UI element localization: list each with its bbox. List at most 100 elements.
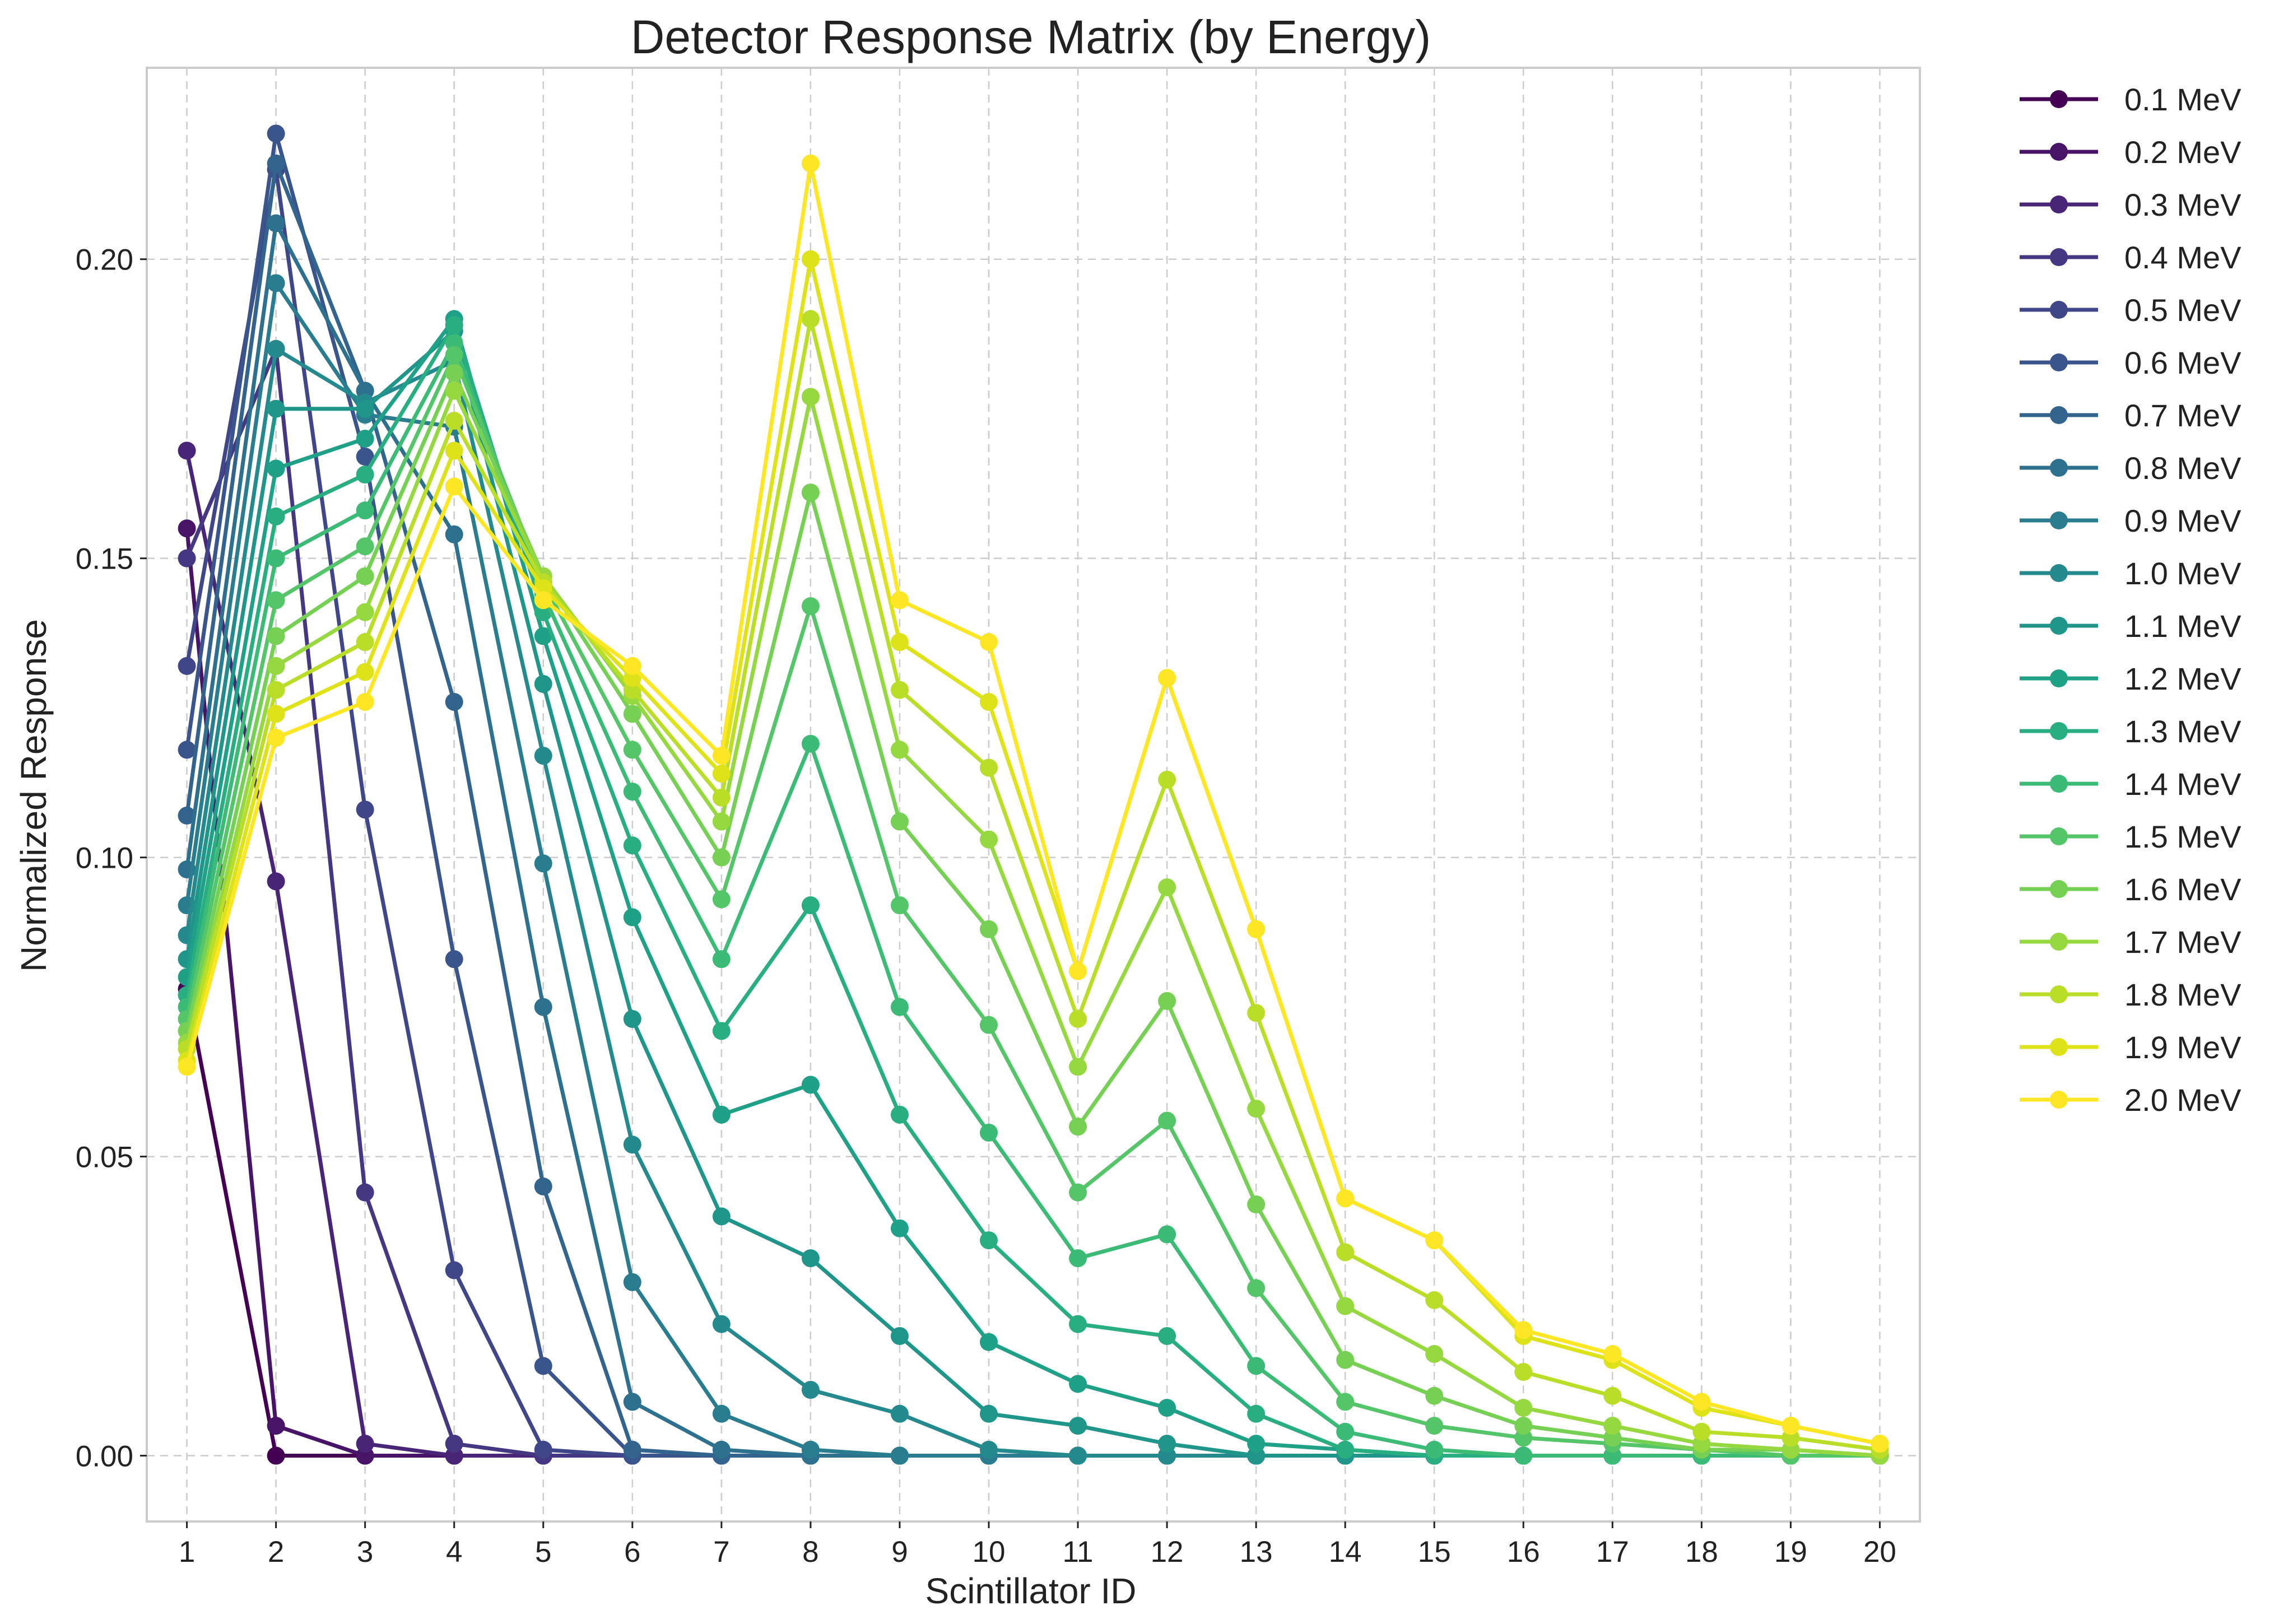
x-tick-label: 1 — [179, 1535, 195, 1569]
data-point — [801, 388, 820, 406]
data-point — [712, 788, 731, 807]
legend-item: 1.0 MeV — [2020, 556, 2241, 591]
series-line — [185, 161, 1881, 1446]
data-point — [356, 537, 374, 556]
legend-label: 0.1 MeV — [2124, 82, 2241, 117]
data-point — [979, 1440, 998, 1459]
data-point — [979, 1404, 998, 1423]
data-point — [356, 448, 374, 466]
data-point — [534, 627, 552, 645]
legend-label: 1.3 MeV — [2124, 714, 2241, 749]
legend-label: 2.0 MeV — [2124, 1082, 2241, 1118]
y-tick-label: 0.15 — [76, 543, 133, 576]
legend-item: 1.2 MeV — [2020, 661, 2241, 696]
data-point — [356, 692, 374, 711]
data-point — [1069, 962, 1087, 980]
data-point — [1247, 1357, 1266, 1375]
data-point — [1336, 1189, 1355, 1208]
data-point — [712, 812, 731, 831]
data-point — [1425, 1417, 1444, 1435]
legend-item: 0.1 MeV — [2020, 82, 2241, 117]
data-point — [1069, 1315, 1087, 1333]
y-tick-label: 0.00 — [76, 1440, 133, 1473]
legend-item: 1.3 MeV — [2020, 714, 2241, 749]
data-point — [1336, 1351, 1355, 1369]
data-point — [801, 597, 820, 616]
legend-swatch-marker — [2050, 722, 2068, 740]
legend-swatch-marker — [2050, 564, 2068, 582]
data-point — [1425, 1291, 1444, 1309]
series-layer — [178, 124, 1889, 1465]
data-point — [1336, 1243, 1355, 1262]
data-point — [356, 567, 374, 585]
x-tick-label: 6 — [624, 1535, 640, 1569]
legend-label: 0.3 MeV — [2124, 187, 2241, 222]
data-point — [890, 1105, 909, 1124]
x-tick-label: 7 — [713, 1535, 729, 1569]
data-point — [178, 657, 196, 675]
x-tick-label: 17 — [1596, 1535, 1629, 1569]
data-point — [979, 1016, 998, 1034]
x-tick-label: 2 — [268, 1535, 284, 1569]
data-point — [178, 549, 196, 567]
x-tick-label: 11 — [1063, 1535, 1094, 1569]
data-point — [178, 741, 196, 759]
data-point — [712, 1105, 731, 1124]
series-line — [185, 389, 1880, 1458]
data-point — [1603, 1417, 1622, 1435]
data-point — [1158, 1111, 1176, 1130]
data-point — [979, 759, 998, 777]
y-axis-label: Normalized Response — [13, 619, 54, 972]
data-point — [1514, 1417, 1533, 1435]
data-point — [1514, 1363, 1533, 1381]
x-tick-label: 20 — [1863, 1535, 1896, 1569]
legend-swatch-marker — [2050, 985, 2068, 1003]
data-point — [356, 430, 374, 448]
data-point — [623, 741, 641, 759]
legend-swatch-marker — [2050, 459, 2068, 477]
data-point — [890, 1327, 909, 1345]
data-point — [801, 310, 820, 328]
legend-label: 0.5 MeV — [2124, 292, 2241, 328]
data-point — [534, 1357, 552, 1375]
data-point — [623, 1009, 641, 1028]
x-tick-label: 8 — [802, 1535, 818, 1569]
data-point — [890, 1219, 909, 1237]
series-2-0-mev — [178, 154, 1889, 1453]
legend-swatch-marker — [2050, 511, 2068, 529]
data-point — [890, 591, 909, 609]
data-point — [267, 154, 285, 173]
x-axis-ticks: 1 2 3 4 5 6 7 8 9 10 11 12 13 14 15 16 17 18 19 20 — [179, 1521, 1896, 1569]
data-point — [623, 1273, 641, 1291]
y-axis-ticks: 0.00 0.05 0.10 0.15 0.20 — [76, 244, 147, 1473]
data-point — [356, 603, 374, 621]
data-point — [356, 1435, 374, 1453]
data-point — [445, 477, 463, 496]
legend-label: 0.8 MeV — [2124, 450, 2241, 486]
legend-item: 0.4 MeV — [2020, 240, 2241, 275]
data-point — [267, 1446, 285, 1465]
legend-item: 1.9 MeV — [2020, 1030, 2241, 1065]
data-point — [445, 381, 463, 400]
legend-item: 0.3 MeV — [2020, 187, 2241, 222]
legend-label: 1.4 MeV — [2124, 766, 2241, 802]
data-point — [445, 950, 463, 969]
data-point — [1603, 1386, 1622, 1405]
data-point — [1069, 1058, 1087, 1076]
data-point — [267, 1417, 285, 1435]
series-line — [185, 341, 1880, 1458]
data-point — [1425, 1440, 1444, 1459]
data-point — [356, 399, 374, 418]
legend-label: 1.1 MeV — [2124, 608, 2241, 644]
data-point — [534, 1177, 552, 1195]
data-point — [445, 1435, 463, 1453]
data-point — [356, 633, 374, 652]
legend-item: 0.8 MeV — [2020, 450, 2241, 486]
data-point — [267, 214, 285, 232]
data-point — [712, 765, 731, 783]
data-point — [1425, 1231, 1444, 1250]
legend-swatch-marker — [2050, 617, 2068, 635]
legend-swatch-marker — [2050, 827, 2068, 845]
data-point — [267, 657, 285, 675]
